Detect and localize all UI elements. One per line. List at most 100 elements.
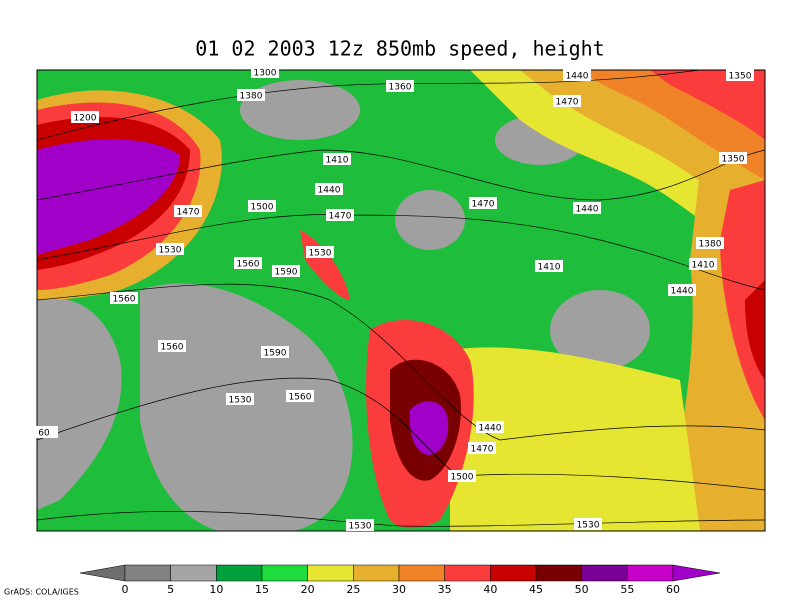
contour-label: 1560 bbox=[161, 343, 184, 353]
colorbar-label: 50 bbox=[575, 583, 589, 596]
colorbar-box bbox=[261, 564, 308, 582]
colorbar-box bbox=[170, 564, 217, 582]
contour-label-box bbox=[286, 390, 314, 402]
contour-label-box bbox=[248, 200, 276, 212]
contour-label-box bbox=[726, 69, 754, 81]
colorbar-label: 15 bbox=[255, 583, 269, 596]
contour-label-box bbox=[234, 257, 262, 269]
contour-label: 1470 bbox=[472, 200, 495, 210]
contour-label-box bbox=[535, 260, 563, 272]
contour-label: 1360 bbox=[389, 83, 412, 93]
contour-label-box bbox=[346, 519, 374, 531]
contour-label: 1440 bbox=[671, 287, 694, 297]
contour-label-box bbox=[573, 202, 601, 214]
colorbar-label: 40 bbox=[483, 583, 497, 596]
contour-label: 1350 bbox=[722, 155, 745, 165]
colorbar-box bbox=[124, 564, 171, 582]
contour-label-box bbox=[261, 346, 289, 358]
colorbar-label: 25 bbox=[346, 583, 360, 596]
contour-label: 1470 bbox=[556, 98, 579, 108]
contour-label: 1350 bbox=[729, 72, 752, 82]
contour-label-box bbox=[30, 426, 58, 438]
contour-label-box bbox=[668, 284, 696, 296]
colorbar-box bbox=[535, 564, 582, 582]
contour-label-box bbox=[315, 183, 343, 195]
contour-label: 1560 bbox=[113, 295, 136, 305]
colorbar-label: 10 bbox=[209, 583, 223, 596]
contour-label: 1300 bbox=[254, 69, 277, 79]
contour-label: 1590 bbox=[275, 268, 298, 278]
contour-label-box bbox=[553, 95, 581, 107]
contour-label-box bbox=[272, 265, 300, 277]
colorbar-box bbox=[398, 564, 445, 582]
contour-label: 1530 bbox=[159, 246, 182, 256]
contour-label-box bbox=[174, 205, 202, 217]
contour-label-box bbox=[574, 518, 602, 530]
contour-label-box bbox=[71, 111, 99, 123]
contour-label-box bbox=[448, 470, 476, 482]
credit: GrADS: COLA/IGES bbox=[4, 588, 79, 597]
contour-label: 1440 bbox=[479, 424, 502, 434]
colorbar-box bbox=[627, 564, 674, 582]
colorbar-arrow-low bbox=[79, 564, 126, 582]
contour-label: 60 bbox=[38, 429, 50, 439]
colorbar-box bbox=[216, 564, 263, 582]
title: 01 02 2003 12z 850mb speed, height bbox=[195, 37, 604, 61]
contour-label-box bbox=[476, 421, 504, 433]
contour-label-box bbox=[306, 246, 334, 258]
contour-label: 1530 bbox=[229, 396, 252, 406]
contour-label: 1410 bbox=[692, 261, 715, 271]
contour-label: 1200 bbox=[74, 114, 97, 124]
contour-label: 1560 bbox=[237, 260, 260, 270]
colorbar-box bbox=[581, 564, 628, 582]
contour-label-box bbox=[226, 393, 254, 405]
colorbar-label: 35 bbox=[438, 583, 452, 596]
colorbar-box bbox=[353, 564, 400, 582]
contour-label: 1440 bbox=[566, 72, 589, 82]
contour-label: 1440 bbox=[318, 186, 341, 196]
colorbar-box bbox=[307, 564, 354, 582]
speed-field bbox=[37, 70, 765, 531]
contour-label: 1440 bbox=[576, 205, 599, 215]
contour-labels: 1300 1380 1360 1440 1350 1200 1470 1410 1350 1440… bbox=[30, 66, 754, 532]
contour-label-box bbox=[156, 243, 184, 255]
colorbar-box bbox=[490, 564, 537, 582]
colorbar-label: 20 bbox=[301, 583, 315, 596]
contour-label-box bbox=[386, 80, 414, 92]
contour-label-box bbox=[237, 89, 265, 101]
contour-label: 1410 bbox=[538, 263, 561, 273]
contour-label-box bbox=[251, 66, 279, 78]
contour-label: 1560 bbox=[289, 393, 312, 403]
contour-label-box bbox=[323, 153, 351, 165]
contour-label: 1470 bbox=[471, 445, 494, 455]
contour-label: 1530 bbox=[349, 522, 372, 532]
contour-label-box bbox=[563, 69, 591, 81]
colorbar-label: 45 bbox=[529, 583, 543, 596]
colorbar-box bbox=[444, 564, 491, 582]
contour-label: 1470 bbox=[177, 208, 200, 218]
contour-label: 1530 bbox=[309, 249, 332, 259]
contour-label: 1380 bbox=[240, 92, 263, 102]
contour-label-box bbox=[110, 292, 138, 304]
contour-label-box bbox=[326, 209, 354, 221]
contour-label-box bbox=[469, 197, 497, 209]
colorbar-label: 0 bbox=[122, 583, 129, 596]
contour-label: 1590 bbox=[264, 349, 287, 359]
colorbar-label: 55 bbox=[620, 583, 634, 596]
contour-label-box bbox=[696, 237, 724, 249]
colorbar-arrow-high bbox=[672, 564, 721, 582]
contour-label: 1470 bbox=[329, 212, 352, 222]
contour-label-box bbox=[158, 340, 186, 352]
contour-label: 1500 bbox=[451, 473, 474, 483]
contour-label-box bbox=[689, 258, 717, 270]
contour-label-box bbox=[468, 442, 496, 454]
contour-label-box bbox=[719, 152, 747, 164]
contour-label: 1410 bbox=[326, 156, 349, 166]
colorbar-label: 60 bbox=[666, 583, 680, 596]
contour-label: 1380 bbox=[699, 240, 722, 250]
colorbar-label: 5 bbox=[167, 583, 174, 596]
contour-label: 1530 bbox=[577, 521, 600, 531]
colorbar-label: 30 bbox=[392, 583, 406, 596]
